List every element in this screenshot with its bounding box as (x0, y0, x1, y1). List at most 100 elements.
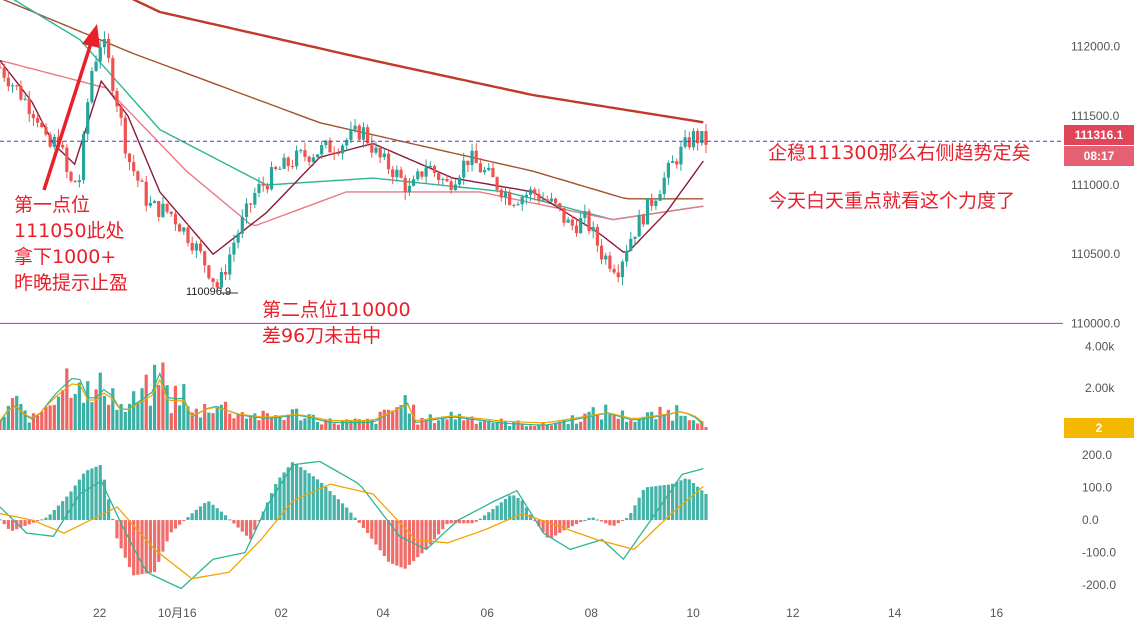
candle-body (15, 85, 19, 87)
macd-histogram-bar (533, 520, 537, 522)
candle-body (215, 282, 219, 288)
candle-body (466, 160, 470, 166)
macd-dea-line (0, 483, 704, 580)
volume-bar (94, 389, 98, 430)
volume-bar (453, 419, 457, 430)
macd-histogram-bar (194, 509, 198, 521)
macd-histogram-bar (136, 520, 140, 575)
volume-bar (566, 424, 570, 430)
volume-bar (345, 419, 349, 430)
candle-body (165, 203, 169, 212)
candle-body (704, 131, 708, 145)
volume-bar (303, 418, 307, 430)
candle-body (370, 143, 374, 153)
candle-body (315, 154, 320, 158)
time-tick-label: 08 (585, 606, 599, 620)
macd-histogram-bar (261, 511, 265, 521)
macd-histogram-bar (52, 509, 56, 521)
candle-body (61, 144, 65, 148)
macd-histogram-bar (320, 482, 324, 521)
macd-histogram-bar (549, 520, 554, 539)
volume-bar (261, 410, 265, 430)
candle-body (670, 161, 675, 163)
macd-histogram-bar (299, 467, 303, 521)
candle-body (407, 185, 411, 193)
macd-histogram-bar (148, 520, 152, 573)
volume-bar (528, 425, 533, 430)
volume-bar (77, 382, 81, 430)
volume-bar (307, 414, 311, 430)
volume-bar (315, 421, 320, 430)
moving-average-line (131, 0, 704, 124)
macd-histogram-bar (407, 520, 411, 565)
volume-ma-line (0, 371, 704, 426)
volume-bar (157, 384, 161, 430)
time-tick-label: 14 (888, 606, 902, 620)
macd-histogram-bar (378, 520, 382, 551)
candle-body (361, 127, 366, 140)
volume-bar (378, 411, 382, 430)
candle-body (491, 167, 495, 178)
macd-histogram-bar (428, 520, 432, 545)
candle-body (299, 150, 303, 152)
macd-histogram-bar (629, 513, 633, 521)
volume-bar (102, 395, 107, 430)
volume-bar (211, 413, 215, 430)
volume-bar (428, 414, 432, 430)
macd-histogram-bar (654, 486, 658, 521)
candle-body (69, 171, 73, 181)
macd-tick-label: -200.0 (1082, 578, 1116, 592)
volume-bar (244, 418, 249, 430)
candle-body (683, 137, 687, 147)
annotation-point2: 第二点位110000 差96刀未击中 (262, 299, 411, 347)
candle-body (136, 171, 140, 181)
volume-bar (432, 423, 437, 430)
macd-histogram-bar (278, 477, 282, 521)
volume-bar (424, 420, 428, 430)
volume-bar (278, 416, 282, 430)
volume-bar (549, 425, 554, 430)
volume-bar (299, 420, 303, 430)
candle-body (353, 125, 357, 130)
candle-body (620, 261, 625, 278)
volume-bar (69, 397, 73, 430)
macd-histogram-bar (386, 520, 391, 562)
macd-histogram-bar (478, 518, 483, 521)
candle-body (391, 169, 395, 178)
macd-histogram-bar (123, 520, 127, 558)
last-price-badge: 111316.1 (1064, 125, 1134, 145)
macd-histogram-bar (232, 520, 236, 524)
macd-histogram-bar (432, 520, 437, 540)
volume-bar (295, 408, 299, 430)
macd-histogram-bar (140, 520, 144, 575)
arrow-shaft (42, 39, 94, 191)
volume-bar (691, 420, 696, 430)
volume-bar (574, 423, 579, 430)
macd-histogram-bar (675, 482, 679, 521)
candle-body (432, 165, 437, 173)
candle-body (679, 146, 683, 165)
volume-bar (579, 421, 583, 430)
candle-body (232, 242, 236, 255)
macd-tick-label: 0.0 (1082, 513, 1099, 527)
volume-bar (23, 410, 27, 430)
candle-body (345, 139, 349, 146)
moving-average-line (2, 0, 704, 200)
macd-histogram-bar (165, 520, 169, 542)
candle-body (190, 242, 194, 251)
volume-bar (48, 405, 52, 430)
volume-bar (679, 415, 683, 430)
volume-bar (19, 403, 23, 430)
candle-body (31, 114, 36, 119)
macd-histogram-bar (94, 466, 98, 521)
volume-bar (512, 421, 516, 430)
candle-body (558, 203, 562, 209)
macd-histogram-bar (587, 517, 591, 521)
candle-body (537, 193, 541, 201)
volume-bar (437, 420, 441, 430)
candle-body (499, 189, 503, 198)
candle-body (696, 131, 700, 144)
macd-histogram-bar (127, 520, 132, 568)
macd-histogram-bar (90, 468, 94, 521)
